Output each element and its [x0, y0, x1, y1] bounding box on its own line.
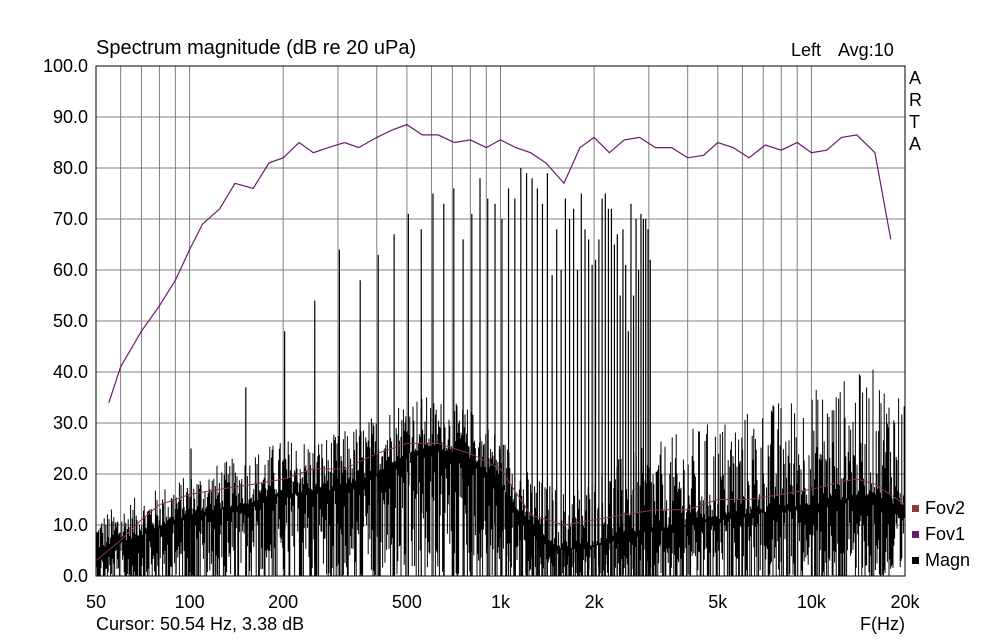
x-axis-tick-labels: 50 100 200 500 1k 2k 5k 10k 20k	[86, 592, 921, 612]
magn-harmonics	[96, 168, 651, 576]
y-tick-label: 80.0	[53, 158, 88, 178]
fov2-series	[95, 442, 906, 562]
y-tick-label: 60.0	[53, 260, 88, 280]
fov1-line	[108, 123, 892, 403]
x-tick-label: 2k	[585, 592, 605, 612]
legend-entry: Fov1	[925, 524, 965, 544]
chart-title: Spectrum magnitude (dB re 20 uPa)	[96, 37, 416, 59]
y-tick-label: 10.0	[53, 515, 88, 535]
y-tick-label: 90.0	[53, 107, 88, 127]
x-tick-label: 10k	[797, 592, 827, 612]
y-tick-label: 0.0	[63, 566, 88, 586]
legend-swatch	[912, 505, 919, 512]
x-tick-label: 20k	[890, 592, 920, 612]
x-tick-label: 1k	[491, 592, 511, 612]
brand-letter: R	[909, 90, 922, 110]
x-tick-label: 5k	[708, 592, 728, 612]
fov1-series	[108, 123, 892, 403]
legend: Fov2 Fov1 Magn	[912, 498, 970, 570]
y-tick-label: 50.0	[53, 311, 88, 331]
legend-swatch	[912, 557, 919, 564]
brand-letter: T	[909, 112, 920, 132]
y-tick-label: 20.0	[53, 464, 88, 484]
x-tick-label: 200	[268, 592, 298, 612]
avg-label: Avg:10	[838, 40, 894, 60]
legend-entry: Magn	[925, 550, 970, 570]
x-tick-label: 50	[86, 592, 106, 612]
brand-letter: A	[909, 134, 921, 154]
legend-swatch	[912, 531, 919, 538]
plot-frame	[95, 65, 906, 577]
y-axis-tick-labels: 0.0 10.0 20.0 30.0 40.0 50.0 60.0 70.0 80.0 90.0 1…	[43, 56, 88, 586]
fov2-line	[95, 442, 906, 562]
brand-letters: A R T A	[909, 68, 922, 154]
y-tick-label: 30.0	[53, 413, 88, 433]
channel-label: Left	[791, 40, 821, 60]
y-tick-label: 70.0	[53, 209, 88, 229]
legend-entry: Fov2	[925, 498, 965, 518]
brand-letter: A	[909, 68, 921, 88]
x-tick-label: 100	[175, 592, 205, 612]
cursor-readout: Cursor: 50.54 Hz, 3.38 dB	[96, 614, 304, 634]
x-axis-label: F(Hz)	[860, 614, 905, 634]
y-tick-label: 100.0	[43, 56, 88, 76]
y-tick-label: 40.0	[53, 362, 88, 382]
x-tick-label: 500	[392, 592, 422, 612]
